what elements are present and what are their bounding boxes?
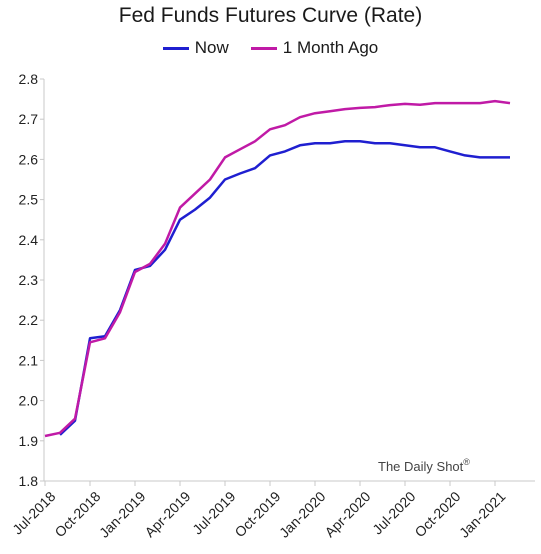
y-tick-label: 2.1 (19, 352, 39, 368)
y-axis: 1.8 1.9 2.0 2.1 2.2 2.3 2.4 2.5 2.6 2.7 2.8 (19, 71, 45, 489)
legend-item-now: Now (162, 38, 229, 58)
y-tick-label: 2.7 (19, 111, 39, 127)
legend-swatch-1-month-ago (250, 46, 277, 50)
legend-item-1-month-ago: 1 Month Ago (250, 38, 379, 58)
y-tick-label: 2.5 (19, 192, 39, 208)
x-tick-label: Jan-2020 (276, 488, 329, 541)
x-tick-label: Oct-2020 (411, 488, 463, 540)
legend-label-now: Now (194, 38, 229, 57)
x-tick-label: Oct-2019 (231, 488, 283, 540)
series-line-1-month-ago (44, 99, 511, 438)
chart-credit: The Daily Shot® (378, 457, 470, 474)
y-tick-label: 2.0 (19, 393, 39, 409)
x-tick-label: Apr-2020 (321, 488, 373, 540)
y-tick-label: 1.9 (19, 433, 39, 449)
chart-legend: Now 1 Month Ago (0, 38, 541, 58)
y-tick-label: 2.3 (19, 272, 39, 288)
y-tick-label: 1.8 (19, 473, 39, 489)
x-tick-label: Oct-2018 (51, 488, 103, 540)
y-tick-label: 2.6 (19, 151, 39, 167)
series-line-now (59, 140, 510, 436)
y-tick-label: 2.8 (19, 71, 39, 87)
x-tick-label: Jan-2019 (96, 488, 149, 541)
chart-title: Fed Funds Futures Curve (Rate) (118, 4, 423, 27)
y-tick-label: 2.2 (19, 312, 39, 328)
x-tick-label: Apr-2019 (141, 488, 193, 540)
legend-swatch-now (162, 46, 189, 50)
chart-series (44, 99, 511, 438)
legend-label-1-month-ago: 1 Month Ago (282, 38, 379, 57)
x-tick-label: Jan-2021 (456, 488, 509, 541)
x-axis: Jul-2018Oct-2018Jan-2019Apr-2019Jul-2019… (9, 480, 535, 541)
y-tick-label: 2.4 (19, 232, 39, 248)
